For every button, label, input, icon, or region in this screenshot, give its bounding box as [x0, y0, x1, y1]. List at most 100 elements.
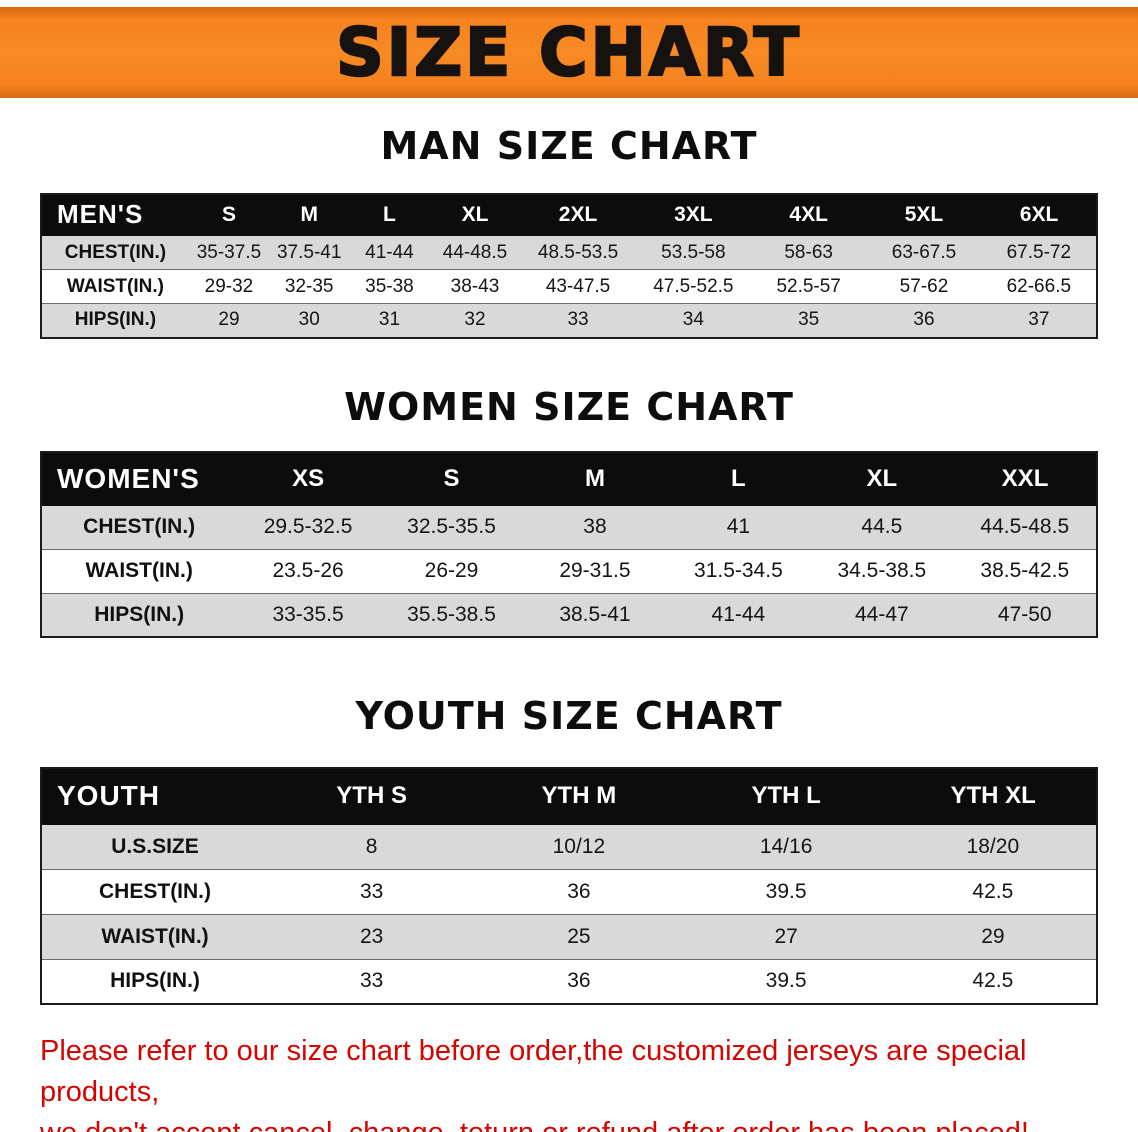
youth-table-wrap: YOUTH YTH S YTH M YTH L YTH XL U.S.SIZE 8 10/12… [0, 767, 1138, 1006]
table-header-row: WOMEN'S XS S M L XL XXL [40, 451, 1098, 506]
row-label-cell: HIPS(IN.) [74, 309, 157, 331]
value-cell: 27 [774, 924, 798, 948]
size-header-cell: YTH XL [889, 767, 1098, 825]
value-cell: 41 [726, 515, 751, 539]
size-header-cell: S [188, 193, 270, 237]
value-cell: 44-47 [854, 603, 909, 627]
value-cell: 37 [1028, 309, 1050, 331]
value-cell: 25 [567, 924, 591, 948]
value-cell: 48.5-53.5 [537, 241, 619, 263]
size-header-cell: YTH M [474, 767, 684, 825]
value-cell: 10/12 [552, 834, 606, 858]
measure-row: CHEST(IN.) 35-37.5 37.5-41 41-44 44-48.5 48.5… [41, 235, 1097, 270]
value-cell: 41-44 [711, 603, 766, 627]
note-line-1: Please refer to our size chart before or… [40, 1035, 1027, 1109]
size-header-cell: YTH L [681, 767, 891, 825]
measure-row: CHEST(IN.) 33 36 39.5 42.5 [41, 869, 1097, 915]
value-cell: 29 [981, 924, 1005, 948]
value-cell: 35-37.5 [196, 241, 262, 263]
size-header-cell: M [522, 451, 668, 506]
size-header-cell: XXL [953, 451, 1098, 506]
value-cell: 47-50 [997, 603, 1052, 627]
value-cell: 32.5-35.5 [407, 515, 496, 539]
value-cell: 41-44 [365, 241, 414, 263]
row-label-cell: WAIST(IN.) [101, 924, 209, 948]
value-cell: 29.5-32.5 [263, 515, 353, 539]
size-header-cell: 2XL [519, 193, 637, 237]
measure-row: WAIST(IN.) 23 25 27 29 [41, 914, 1097, 960]
women-section-heading: WOMEN SIZE CHART [344, 384, 794, 429]
size-header-cell: S [379, 451, 524, 506]
row-label-cell: HIPS(IN.) [94, 603, 185, 627]
value-cell: 44.5 [861, 515, 903, 539]
value-cell: 53.5-58 [661, 241, 726, 263]
value-cell: 33 [359, 879, 384, 903]
men-section-heading: MAN SIZE CHART [380, 124, 758, 168]
value-cell: 57-62 [899, 275, 949, 297]
row-label-cell: HIPS(IN.) [110, 969, 200, 993]
footer-note: Please refer to our size chart before or… [40, 1031, 1098, 1132]
value-cell: 44-48.5 [442, 241, 508, 263]
youth-section-heading: YOUTH SIZE CHART [355, 694, 783, 739]
row-label-cell: CHEST(IN.) [64, 241, 167, 263]
value-cell: 63-67.5 [891, 241, 957, 263]
value-cell: 26-29 [424, 559, 479, 583]
measure-row: HIPS(IN.) 33 36 39.5 42.5 [41, 959, 1097, 1005]
value-cell: 31 [378, 309, 401, 331]
row-label-cell: CHEST(IN.) [83, 515, 196, 539]
value-cell: 23.5-26 [272, 559, 344, 583]
value-cell: 29-31.5 [559, 559, 631, 583]
size-header-cell: XS [235, 451, 381, 506]
measure-row: WAIST(IN.) 23.5-26 26-29 29-31.5 31.5-34.5 34… [41, 549, 1097, 594]
table-title-cell: MEN'S [40, 193, 190, 237]
measure-row: CHEST(IN.) 29.5-32.5 32.5-35.5 38 41 44.5 44.5… [41, 505, 1097, 550]
value-cell: 34 [682, 309, 704, 331]
banner: SIZE CHART [0, 7, 1138, 98]
value-cell: 42.5 [972, 969, 1014, 993]
size-header-cell: 4XL [750, 193, 867, 237]
youth-size-section: YOUTH SIZE CHART YOUTH YTH S YTH M YTH L YTH… [0, 694, 1138, 1006]
value-cell: 32 [464, 309, 486, 331]
measure-row: U.S.SIZE 8 10/12 14/16 18/20 [41, 824, 1097, 870]
value-cell: 37.5-41 [276, 241, 342, 263]
size-header-cell: 6XL [981, 193, 1098, 237]
value-cell: 44.5-48.5 [980, 515, 1070, 539]
value-cell: 36 [913, 309, 935, 331]
measure-row: HIPS(IN.) 33-35.5 35.5-38.5 38.5-41 41-44 44-… [41, 593, 1097, 638]
value-cell: 62-66.5 [1006, 275, 1072, 297]
value-cell: 31.5-34.5 [694, 559, 783, 583]
value-cell: 36 [567, 969, 591, 993]
row-label-cell: CHEST(IN.) [99, 879, 212, 903]
value-cell: 18/20 [966, 834, 1020, 858]
value-cell: 35 [798, 309, 820, 331]
value-cell: 39.5 [765, 879, 807, 903]
value-cell: 8 [365, 834, 378, 858]
men-table-wrap: MEN'S S M L XL 2XL 3XL 4XL 5XL 6XL CHEST(IN.) 35-37… [0, 192, 1138, 339]
size-header-cell: XL [429, 193, 521, 237]
size-header-cell: M [268, 193, 350, 237]
size-header-cell: YTH S [267, 767, 476, 825]
value-cell: 38-43 [450, 275, 500, 297]
table-header-row: YOUTH YTH S YTH M YTH L YTH XL [40, 767, 1098, 825]
value-cell: 67.5-72 [1006, 241, 1072, 263]
table-header-row: MEN'S S M L XL 2XL 3XL 4XL 5XL 6XL [40, 193, 1098, 237]
women-size-table: WOMEN'S XS S M L XL XXL CHEST(IN.) 29.5-32.5 32.5… [40, 451, 1098, 639]
size-header-cell: 3XL [635, 193, 752, 237]
value-cell: 52.5-57 [776, 275, 841, 297]
value-cell: 35-38 [365, 275, 414, 297]
value-cell: 32-35 [284, 275, 334, 297]
value-cell: 14/16 [759, 834, 813, 858]
value-cell: 58-63 [784, 241, 833, 263]
size-header-cell: L [348, 193, 431, 237]
value-cell: 43-47.5 [545, 275, 611, 297]
row-label-cell: WAIST(IN.) [85, 559, 193, 583]
youth-size-table: YOUTH YTH S YTH M YTH L YTH XL U.S.SIZE 8 10/12… [40, 767, 1098, 1006]
size-header-cell: L [666, 451, 811, 506]
value-cell: 38.5-41 [559, 603, 631, 627]
table-title-cell: YOUTH [40, 767, 269, 825]
value-cell: 33 [567, 309, 589, 331]
size-header-cell: 5XL [865, 193, 983, 237]
women-table-wrap: WOMEN'S XS S M L XL XXL CHEST(IN.) 29.5-32.5 32.5… [0, 451, 1138, 639]
value-cell: 39.5 [765, 969, 807, 993]
page-title: SIZE CHART [335, 13, 802, 91]
